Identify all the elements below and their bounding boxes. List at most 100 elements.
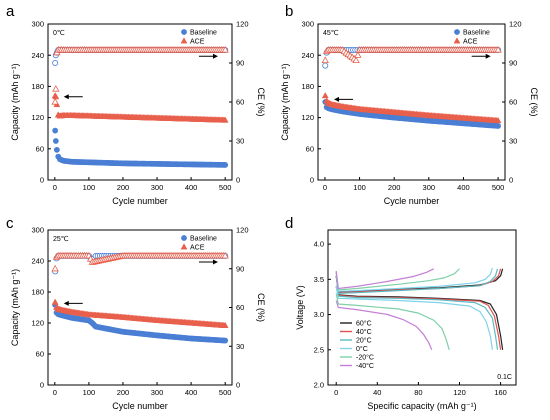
y-left-tick-label: 0 [310, 176, 314, 185]
legend-label-ace: ACE [463, 39, 478, 46]
x-tick-label: 200 [388, 183, 401, 192]
x-tick-label: 100 [353, 183, 366, 192]
x-axis-label: Cycle number [112, 196, 168, 206]
curve-discharge [335, 286, 502, 350]
y-left-tick-label: 180 [31, 82, 44, 91]
y-right-tick-label: 0 [509, 176, 513, 185]
legend-label-baseline: Baseline [190, 30, 217, 37]
arrow-right-head [212, 259, 218, 265]
y-left-tick-label: 120 [301, 113, 314, 122]
panel-d: 0 40 80 120 160 2.0 2.5 3.0 3.5 4.0 Specific capac… [295, 229, 517, 411]
y-right-tick-label: 90 [236, 264, 244, 273]
curve-charge [335, 268, 460, 291]
data-point-baseline [495, 123, 501, 129]
y-right-tick-label: 120 [236, 20, 249, 29]
x-tick-label: 0 [334, 388, 338, 397]
y-left-tick-label: 0 [40, 381, 44, 390]
legend-label-ace: ACE [190, 245, 205, 252]
y-tick-label: 3.5 [314, 275, 324, 284]
data-point-ace [494, 117, 502, 124]
y-left-tick-label: 180 [31, 288, 44, 297]
legend-label: -20°C [356, 354, 374, 362]
curve-charge [335, 268, 499, 295]
x-tick-label: 500 [219, 183, 232, 192]
y-left-tick-label: 120 [31, 113, 44, 122]
curve-discharge [335, 286, 499, 350]
y-left-tick-label: 300 [31, 226, 44, 235]
curve-charge [335, 268, 435, 290]
y-right-tick-label: 120 [509, 20, 522, 29]
legend-label: 20°C [356, 337, 372, 345]
legend-label-baseline: Baseline [190, 236, 217, 243]
data-point-baseline [222, 337, 229, 344]
arrow-left-head [63, 94, 69, 100]
panel-c: 0 100 200 300 400 500 0 60 120 180 240 300 0 30 60 90 12… [10, 226, 266, 411]
data-point-baseline [322, 62, 329, 69]
temperature-label: 25℃ [53, 236, 69, 243]
panel-b: 0 100 200 300 400 500 0 60 120 180 240 300 0 30 60 90 12… [280, 20, 539, 206]
data-point-ace [352, 56, 360, 63]
x-tick-label: 400 [185, 388, 198, 397]
data-point-ace [221, 116, 229, 123]
y-right-tick-label: 60 [509, 98, 517, 107]
data-point-ace [52, 84, 60, 92]
y-right-axis-label: CE (%) [529, 88, 539, 117]
data-point-ace [52, 93, 60, 100]
y-left-tick-label: 60 [36, 350, 44, 359]
x-tick-label: 400 [185, 183, 198, 192]
arrow-left-head [334, 96, 340, 102]
x-tick-label: 500 [492, 183, 505, 192]
y-left-axis-label: Capacity (mAh g⁻¹) [10, 63, 20, 140]
y-left-tick-label: 120 [31, 319, 44, 328]
y-left-tick-label: 300 [31, 20, 44, 29]
curve-discharge [335, 286, 493, 350]
y-left-tick-label: 0 [40, 176, 44, 185]
y-tick-label: 2.5 [314, 345, 324, 354]
temperature-label: 45℃ [323, 30, 339, 37]
arrow-right-head [485, 53, 491, 59]
curve-charge [335, 268, 504, 293]
data-point-baseline [53, 146, 60, 153]
x-tick-label: 200 [117, 388, 130, 397]
x-tick-label: 160 [494, 388, 507, 397]
y-left-axis-label: Capacity (mAh g⁻¹) [10, 269, 20, 346]
legend-marker-baseline [181, 29, 187, 35]
data-point-ace [221, 45, 229, 53]
legend-label-ace: ACE [190, 39, 205, 46]
x-tick-label: 0 [323, 183, 327, 192]
x-axis-label: Cycle number [384, 196, 440, 206]
x-tick-label: 100 [83, 183, 96, 192]
rate-annotation: 0.1C [497, 374, 512, 381]
y-left-tick-label: 240 [31, 257, 44, 266]
panel-a: 0 100 200 300 400 500 0 60 120 180 240 300 0 30 60 90 12… [10, 20, 266, 206]
x-tick-label: 0 [53, 388, 57, 397]
y-left-tick-label: 60 [306, 144, 314, 153]
panel-letter-b: b [285, 3, 293, 20]
curve-charge [335, 267, 493, 292]
panel-letter-a: a [6, 3, 15, 20]
y-right-axis-label: CE (%) [256, 88, 266, 117]
data-point-ace [494, 45, 502, 53]
y-right-axis-label: CE (%) [256, 293, 266, 322]
y-right-tick-label: 120 [236, 226, 249, 235]
y-left-axis-label: Capacity (mAh g⁻¹) [280, 63, 290, 140]
data-point-ace [221, 321, 229, 329]
x-tick-label: 300 [151, 183, 164, 192]
temperature-label: 0℃ [53, 30, 65, 37]
legend-marker-baseline [454, 29, 460, 35]
x-axis-label: Specific capacity (mAh g⁻¹) [367, 401, 476, 411]
y-right-tick-label: 0 [236, 381, 240, 390]
x-tick-label: 500 [219, 388, 232, 397]
y-axis-label: Voltage (V) [295, 285, 305, 330]
plot-frame [327, 229, 517, 386]
y-right-tick-label: 30 [509, 137, 517, 146]
y-tick-label: 4.0 [314, 240, 324, 249]
x-tick-label: 400 [457, 183, 470, 192]
legend-label: -40°C [356, 362, 374, 370]
x-tick-label: 100 [83, 388, 96, 397]
y-right-tick-label: 30 [236, 342, 244, 351]
legend-label: 40°C [356, 328, 372, 336]
data-point-ace [51, 97, 59, 105]
y-left-tick-label: 300 [301, 20, 314, 29]
x-tick-label: 200 [117, 183, 130, 192]
